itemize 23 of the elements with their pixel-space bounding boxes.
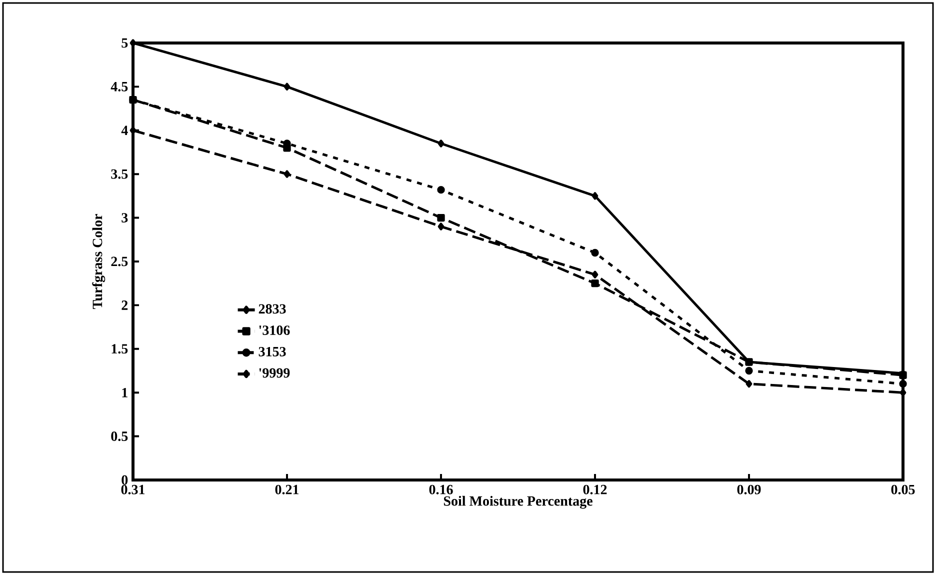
y-tick-label: 5 bbox=[122, 38, 128, 48]
legend-label: '9999 bbox=[259, 368, 290, 378]
y-tick-label: 4 bbox=[121, 126, 128, 135]
y-tick-label: 2 bbox=[122, 300, 128, 310]
y-tick-label: 3.5 bbox=[111, 169, 128, 179]
x-tick-label: 0.05 bbox=[891, 484, 915, 494]
legend-label: 2833 bbox=[258, 304, 286, 314]
legend-label: '3106 bbox=[259, 326, 290, 335]
y-tick-label: 2.5 bbox=[111, 256, 128, 266]
y-tick-label: 4.5 bbox=[110, 82, 128, 92]
y-tick-label: 0.5 bbox=[111, 432, 128, 442]
legend-label: 3153 bbox=[258, 346, 286, 356]
x-tick-label: 0.31 bbox=[121, 484, 145, 494]
x-axis-title: Soil Moisture Percentage bbox=[444, 496, 592, 509]
x-tick-label: 0.16 bbox=[429, 484, 453, 494]
y-axis-title: Turfgrass Color bbox=[92, 214, 106, 310]
y-tick-label: 1 bbox=[122, 388, 128, 398]
x-tick-label: 0.21 bbox=[275, 484, 299, 494]
y-tick-label: 3 bbox=[122, 213, 128, 222]
y-tick-label: 1.5 bbox=[112, 344, 128, 354]
x-tick-label: 0.09 bbox=[737, 484, 761, 494]
y-tick-label: 0 bbox=[122, 475, 128, 485]
x-tick-label: 0.12 bbox=[583, 484, 607, 494]
